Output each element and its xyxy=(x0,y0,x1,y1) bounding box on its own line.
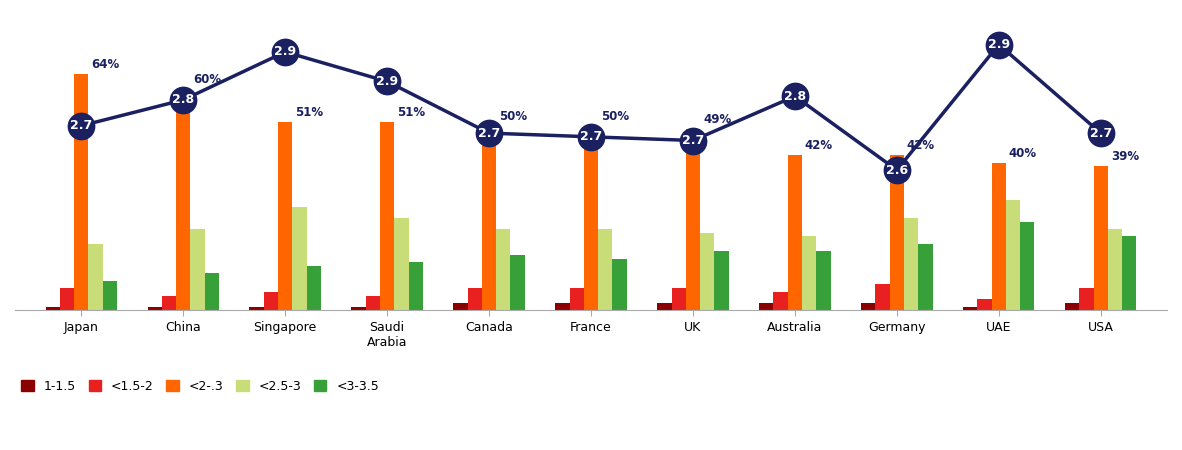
Bar xyxy=(686,130,700,310)
Point xyxy=(683,137,702,144)
Text: 40%: 40% xyxy=(1008,147,1037,160)
Bar xyxy=(904,218,918,310)
Point xyxy=(888,166,907,174)
Bar xyxy=(584,126,598,310)
Bar xyxy=(890,155,904,310)
Bar xyxy=(103,281,117,310)
Bar xyxy=(714,251,728,310)
Bar xyxy=(598,229,612,310)
Text: 2.9: 2.9 xyxy=(376,75,398,88)
Text: 51%: 51% xyxy=(397,106,426,119)
Point xyxy=(378,78,397,85)
Text: 2.8: 2.8 xyxy=(173,94,194,106)
Bar xyxy=(1122,237,1136,310)
Text: 51%: 51% xyxy=(296,106,323,119)
Text: 64%: 64% xyxy=(91,58,119,71)
Bar xyxy=(496,229,511,310)
Bar xyxy=(773,292,787,310)
Bar xyxy=(60,288,74,310)
Bar xyxy=(1020,222,1034,310)
Point xyxy=(72,122,91,129)
Bar xyxy=(148,306,162,310)
Bar xyxy=(162,296,176,310)
Bar xyxy=(292,207,306,310)
Text: 2.7: 2.7 xyxy=(478,126,500,140)
Point xyxy=(1091,130,1110,137)
Point xyxy=(582,133,600,140)
Point xyxy=(989,41,1008,48)
Text: 2.8: 2.8 xyxy=(784,90,806,103)
Bar xyxy=(1093,166,1108,310)
Bar xyxy=(963,306,978,310)
Bar xyxy=(351,306,365,310)
Bar xyxy=(817,251,831,310)
Bar xyxy=(612,259,626,310)
Bar xyxy=(862,303,876,310)
Text: 2.7: 2.7 xyxy=(1090,126,1112,140)
Text: 2.7: 2.7 xyxy=(580,130,602,143)
Bar xyxy=(556,303,570,310)
Bar xyxy=(176,89,190,310)
Bar xyxy=(759,303,773,310)
Text: 2.7: 2.7 xyxy=(682,134,704,147)
Bar xyxy=(992,162,1006,310)
Text: 42%: 42% xyxy=(907,140,935,152)
Bar xyxy=(379,122,395,310)
Bar xyxy=(1108,229,1122,310)
Bar xyxy=(511,255,525,310)
Legend: 1-1.5, <1.5-2, <2-.3, <2.5-3, <3-3.5: 1-1.5, <1.5-2, <2-.3, <2.5-3, <3-3.5 xyxy=(21,380,379,393)
Bar xyxy=(278,122,292,310)
Bar xyxy=(978,299,992,310)
Bar xyxy=(1079,288,1093,310)
Point xyxy=(480,130,499,137)
Bar xyxy=(89,244,103,310)
Text: 50%: 50% xyxy=(499,110,527,123)
Bar xyxy=(918,244,933,310)
Bar xyxy=(190,229,204,310)
Bar xyxy=(454,303,468,310)
Text: 50%: 50% xyxy=(600,110,629,123)
Point xyxy=(174,96,193,104)
Bar xyxy=(876,284,890,310)
Bar xyxy=(482,126,496,310)
Bar xyxy=(264,292,278,310)
Text: 2.7: 2.7 xyxy=(70,119,92,132)
Text: 2.9: 2.9 xyxy=(274,45,297,58)
Bar xyxy=(74,74,89,310)
Text: 39%: 39% xyxy=(1111,150,1138,163)
Bar xyxy=(365,296,379,310)
Bar xyxy=(204,274,219,310)
Text: 42%: 42% xyxy=(805,140,833,152)
Bar xyxy=(409,262,423,310)
Bar xyxy=(787,155,803,310)
Point xyxy=(785,93,804,100)
Bar xyxy=(570,288,584,310)
Text: 2.6: 2.6 xyxy=(885,163,908,176)
Text: 60%: 60% xyxy=(193,73,221,86)
Bar xyxy=(468,288,482,310)
Text: 49%: 49% xyxy=(703,113,732,126)
Bar xyxy=(306,266,320,310)
Bar xyxy=(1065,303,1079,310)
Bar xyxy=(395,218,409,310)
Bar xyxy=(657,303,671,310)
Bar xyxy=(1006,199,1020,310)
Text: 2.9: 2.9 xyxy=(988,38,1009,51)
Bar xyxy=(803,237,817,310)
Bar xyxy=(46,306,60,310)
Bar xyxy=(671,288,686,310)
Bar xyxy=(249,306,264,310)
Bar xyxy=(700,233,714,310)
Point xyxy=(275,48,294,55)
